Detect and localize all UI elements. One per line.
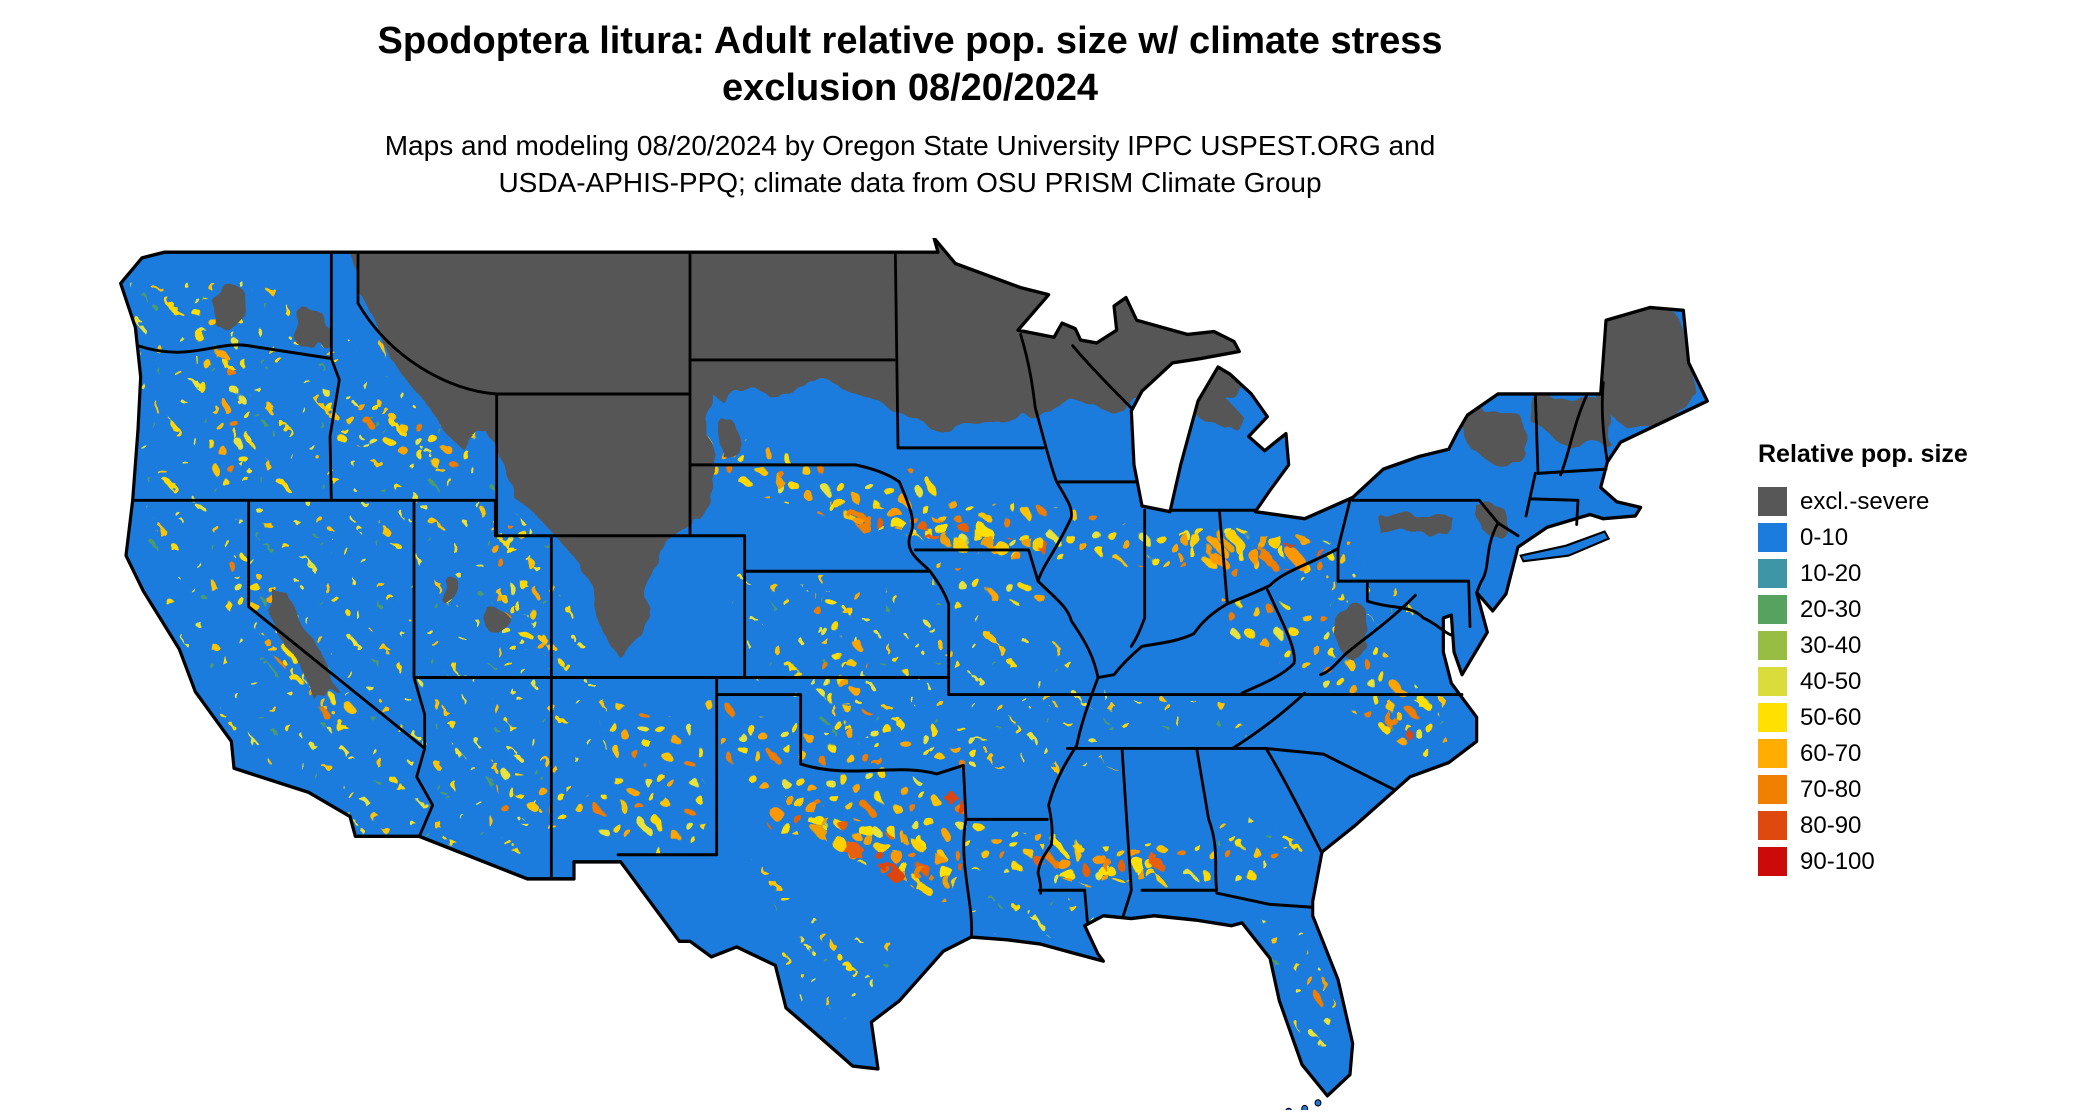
legend: Relative pop. size excl.-severe 0-10 10-… [1758, 440, 2098, 883]
legend-swatch-excl-severe [1758, 487, 1787, 516]
legend-swatch-20-30 [1758, 595, 1787, 624]
legend-label: 90-100 [1800, 847, 1875, 875]
legend-label: excl.-severe [1800, 487, 1930, 515]
legend-swatch-10-20 [1758, 559, 1787, 588]
figure-title-line1: Spodoptera litura: Adult relative pop. s… [377, 20, 1443, 62]
hotspot-markers [732, 448, 1413, 984]
legend-row: 90-100 [1758, 847, 2098, 876]
legend-label: 60-70 [1800, 739, 1862, 767]
legend-swatch-70-80 [1758, 775, 1787, 804]
legend-label: 0-10 [1800, 523, 1849, 551]
raster-layers [120, 238, 1708, 1096]
legend-swatch-80-90 [1758, 811, 1787, 840]
long-island [1519, 530, 1611, 563]
state-borders [131, 250, 1609, 939]
legend-label: 20-30 [1800, 595, 1862, 623]
us-map-svg [119, 238, 1709, 1110]
legend-row: 50-60 [1758, 703, 2098, 732]
legend-swatch-0-10 [1758, 523, 1787, 552]
state-borders-rivers-northeast [1019, 332, 1609, 895]
legend-label: 40-50 [1800, 667, 1862, 695]
state-borders-east [913, 480, 1520, 939]
figure-subtitle-line2: USDA-APHIS-PPQ; climate data from OSU PR… [498, 167, 1322, 198]
legend-row: 20-30 [1758, 595, 2098, 624]
conus-outline [119, 238, 1709, 1098]
legend-row: 40-50 [1758, 667, 2098, 696]
legend-label: 10-20 [1800, 559, 1862, 587]
figure-header: Spodoptera litura: Adult relative pop. s… [0, 18, 1820, 201]
figure-subtitle-line1: Maps and modeling 08/20/2024 by Oregon S… [384, 130, 1436, 161]
legend-row: 70-80 [1758, 775, 2098, 804]
legend-label: 30-40 [1800, 631, 1862, 659]
legend-swatch-40-50 [1758, 667, 1787, 696]
legend-label: 80-90 [1800, 811, 1862, 839]
legend-row: 10-20 [1758, 559, 2098, 588]
state-borders-west [131, 250, 1045, 881]
legend-row: 60-70 [1758, 739, 2098, 768]
figure-subtitle: Maps and modeling 08/20/2024 by Oregon S… [0, 127, 1820, 201]
legend-label: 50-60 [1800, 703, 1862, 731]
legend-row: 30-40 [1758, 631, 2098, 660]
legend-swatch-30-40 [1758, 631, 1787, 660]
legend-swatch-60-70 [1758, 739, 1787, 768]
legend-swatch-90-100 [1758, 847, 1787, 876]
figure-title-line2: exclusion 08/20/2024 [721, 67, 1099, 109]
legend-swatch-50-60 [1758, 703, 1787, 732]
legend-label: 70-80 [1800, 775, 1862, 803]
florida-keys [1285, 1099, 1322, 1110]
legend-row: 80-90 [1758, 811, 2098, 840]
legend-title: Relative pop. size [1758, 440, 1968, 468]
legend-row: excl.-severe [1758, 487, 2098, 516]
legend-row: 0-10 [1758, 523, 2098, 552]
us-map [110, 238, 1710, 1110]
